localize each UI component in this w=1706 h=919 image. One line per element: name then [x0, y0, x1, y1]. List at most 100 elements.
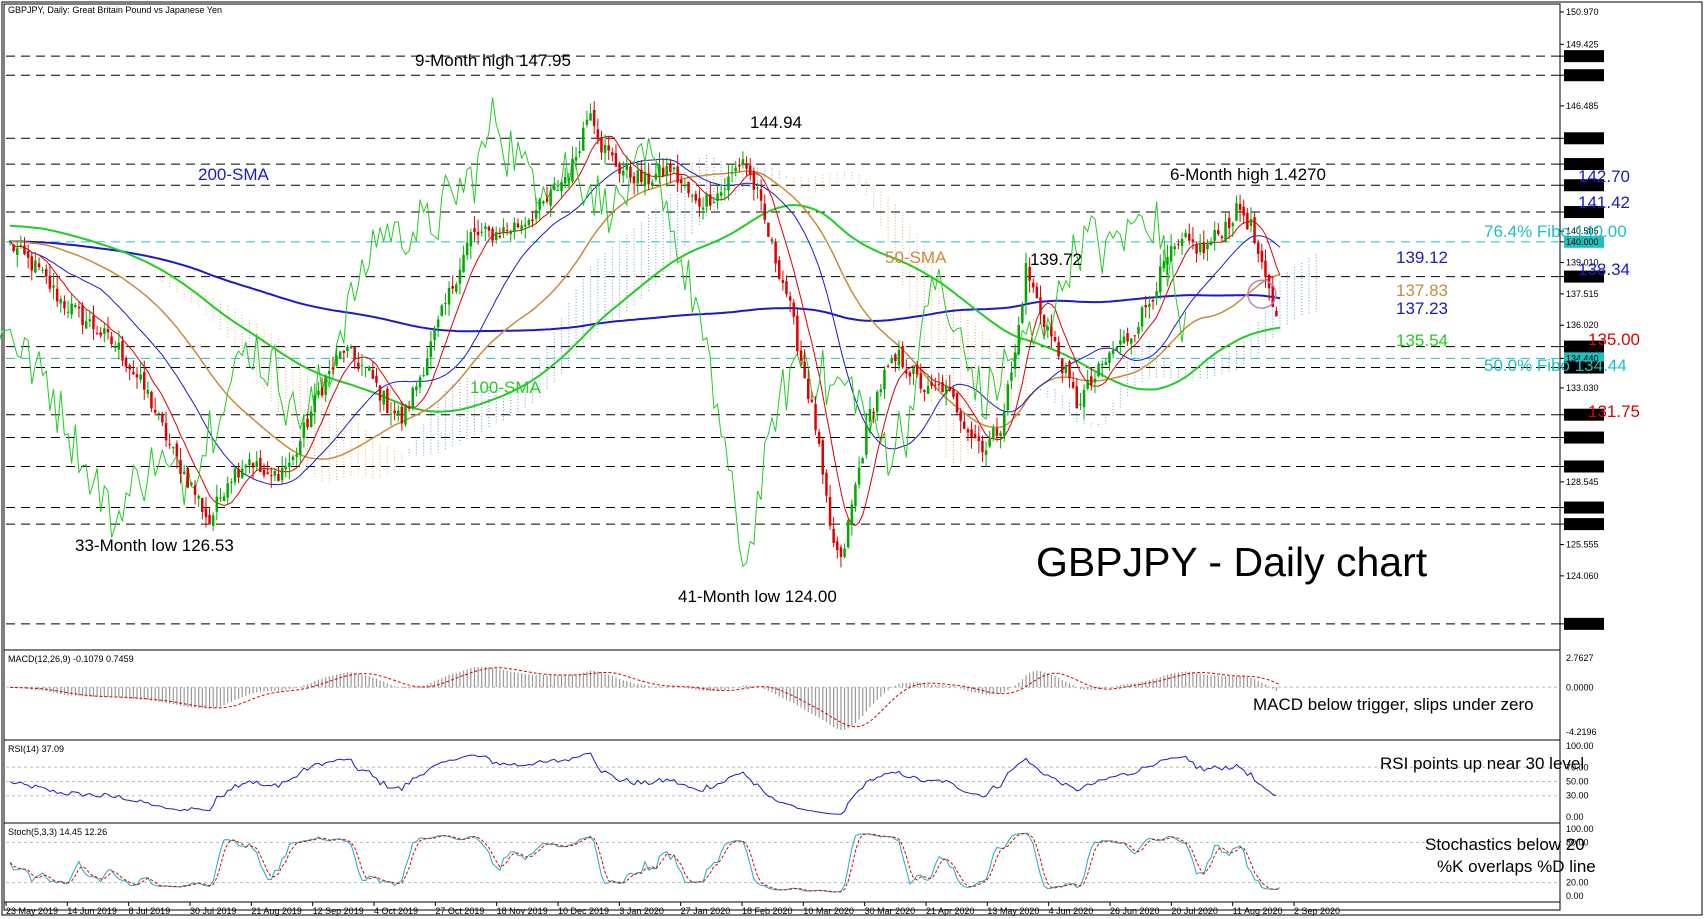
candle-body [317, 390, 320, 396]
candle-body [1024, 263, 1028, 303]
candle-body [476, 231, 480, 236]
candle-body [92, 315, 95, 330]
level-141-42: 141.42 [1578, 193, 1630, 212]
candle-body [1111, 350, 1115, 354]
candle-body [807, 378, 810, 399]
candle-body [1053, 336, 1057, 341]
y-tick-box [1564, 158, 1604, 171]
candle-body [534, 210, 538, 219]
candle-body [1264, 260, 1267, 277]
annot-low-33m: 33-Month low 126.53 [75, 536, 234, 555]
candle-body [752, 171, 756, 190]
candle-body [161, 413, 164, 423]
candle-body [629, 166, 632, 178]
rsi-note: RSI points up near 30 level [1380, 754, 1584, 773]
candle-body [1217, 230, 1220, 235]
candle-body [861, 458, 864, 464]
candle-body [919, 373, 922, 389]
candle-body [719, 192, 723, 196]
level-137-23: 137.23 [1396, 299, 1448, 318]
candle-body [12, 244, 15, 251]
candle-body [527, 220, 531, 225]
candle-body [981, 440, 984, 453]
y-tick-label: 142.700 [1566, 180, 1599, 190]
x-tick-label: 10 Dec 2019 [558, 906, 609, 916]
candle-body [770, 239, 774, 241]
candle-body [175, 443, 179, 457]
candle-body [767, 222, 770, 237]
y-tick-box [1564, 501, 1604, 514]
candle-body [52, 285, 55, 288]
candle-body [211, 515, 215, 526]
candle-body [778, 260, 781, 279]
candle-body [727, 176, 730, 191]
candle-body [473, 228, 476, 232]
rsi-tick: 50.00 [1566, 777, 1589, 787]
candle-body [505, 230, 509, 231]
candle-body [172, 446, 175, 449]
candle-body [349, 346, 353, 349]
candle-body [988, 439, 991, 447]
candle-body [556, 190, 560, 192]
candle-body [1271, 285, 1274, 307]
candle-body [1224, 221, 1227, 242]
candle-body [611, 152, 614, 156]
candle-body [618, 163, 621, 174]
candle-body [37, 263, 41, 268]
candle-body [280, 467, 284, 481]
x-tick-label: 27 Oct 2019 [435, 906, 484, 916]
candle-body [872, 411, 875, 414]
candle-body [1100, 363, 1104, 366]
sma-100-line [9, 203, 1281, 413]
candle-body [168, 443, 171, 445]
candle-body [897, 349, 901, 366]
candle-body [672, 167, 676, 170]
candle-body [1213, 230, 1216, 241]
candle-body [622, 170, 625, 176]
candle-body [1042, 315, 1046, 327]
candle-body [1177, 243, 1180, 245]
candle-body [963, 421, 966, 429]
candle-body [1003, 411, 1006, 436]
date-axis: 23 May 2019 14 Jun 2019 8 Jul 2019 30 Jul 2… [5, 902, 1340, 916]
candle-body [603, 144, 607, 153]
x-tick-label: 21 Apr 2020 [926, 906, 975, 916]
level-139-12: 139.12 [1396, 248, 1448, 267]
candle-body [567, 178, 570, 181]
candle-body [531, 219, 534, 222]
y-tick-label: 126.530 [1566, 519, 1599, 529]
y-tick-label: 136.020 [1566, 320, 1599, 330]
candle-body [1104, 362, 1108, 366]
candle-body [1159, 266, 1162, 293]
y-tick-label: 128.545 [1566, 477, 1599, 487]
annot-sma50: 50-SMA [885, 248, 947, 267]
candle-body [371, 370, 375, 379]
stoch-d-line [9, 832, 1281, 893]
candle-body [422, 375, 425, 376]
candle-body [222, 496, 226, 501]
candle-body [201, 498, 204, 512]
y-tick-label: 124.060 [1566, 571, 1599, 581]
candle-body [1119, 340, 1122, 345]
candle-body [1155, 291, 1158, 299]
y-tick-box [1564, 460, 1604, 473]
candle-body [832, 528, 835, 543]
candle-body [828, 497, 832, 526]
stoch-tick: 80.00 [1566, 837, 1589, 847]
candle-body [455, 284, 458, 292]
stoch-tick: 100.00 [1566, 824, 1594, 834]
y-tick-box [1564, 206, 1604, 219]
candle-body [876, 391, 879, 412]
candle-body [1162, 261, 1166, 269]
candle-body [999, 432, 1002, 436]
candle-body [66, 311, 70, 313]
candle-body [1166, 257, 1169, 265]
candle-body [1075, 386, 1078, 409]
candle-body [491, 228, 494, 241]
rsi-tick: 0.00 [1566, 812, 1584, 822]
y-tick-box [1564, 179, 1604, 192]
candle-body [1202, 242, 1205, 253]
candle-body [451, 286, 454, 289]
candle-body [1071, 382, 1075, 388]
candle-body [164, 422, 168, 441]
